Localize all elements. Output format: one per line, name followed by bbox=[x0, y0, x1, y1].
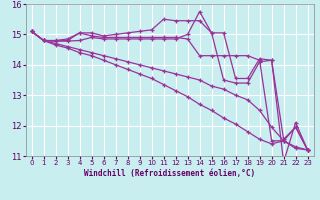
X-axis label: Windchill (Refroidissement éolien,°C): Windchill (Refroidissement éolien,°C) bbox=[84, 169, 255, 178]
